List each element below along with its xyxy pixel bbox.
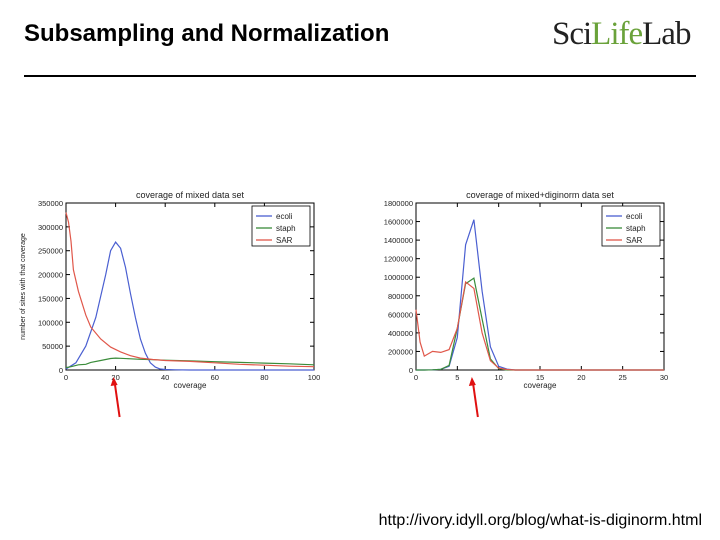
diginorm-ytick-label: 600000 <box>388 310 413 319</box>
diginorm-legend-box <box>601 205 661 247</box>
mixed-y-axis-label: number of sites with that coverage <box>20 233 27 340</box>
footer-link[interactable]: http://ivory.idyll.org/blog/what-is-digi… <box>378 512 702 529</box>
mixed-ytick-label: 350000 <box>38 199 63 208</box>
logo-part-sci: Sci <box>552 16 592 52</box>
diginorm-ytick-label: 400000 <box>388 329 413 338</box>
diginorm-xtick-label: 0 <box>414 373 418 382</box>
diginorm-xtick-label: 25 <box>618 373 626 382</box>
mixed-legend-label-sar: SAR <box>276 236 293 245</box>
mixed-x-axis-label: coverage <box>174 381 207 390</box>
logo-part-life: Life <box>591 16 643 52</box>
diginorm-series-line-sar <box>415 280 664 371</box>
chart-diginorm: coverage of mixed+diginorm data set 0 2000… <box>358 185 670 420</box>
mixed-ytick-label: 150000 <box>38 294 63 303</box>
diginorm-annotation-arrow-head <box>468 377 476 386</box>
chart-diginorm-svg: coverage of mixed+diginorm data set 0 2000… <box>384 190 668 418</box>
mixed-annotation-arrow-head <box>110 377 118 386</box>
diginorm-xtick-label: 10 <box>494 373 502 382</box>
scilifelab-logo: SciLifeLab <box>552 16 691 53</box>
slide-title: Subsampling and Normalization <box>24 20 390 47</box>
mixed-annotation-arrow-shaft <box>113 381 121 418</box>
chart-mixed: coverage of mixed data set 0 50000 100000 15… <box>18 185 322 420</box>
diginorm-xtick-label: 15 <box>536 373 544 382</box>
diginorm-ytick-label: 1400000 <box>384 236 413 245</box>
diginorm-ytick-label: 1600000 <box>384 218 413 227</box>
diginorm-ytick-label: 1000000 <box>384 273 413 282</box>
diginorm-ytick-label: 200000 <box>388 347 413 356</box>
diginorm-xtick-label: 5 <box>455 373 459 382</box>
mixed-legend-label-staph: staph <box>276 224 296 233</box>
mixed-series-line-ecoli <box>65 241 314 371</box>
logo-part-lab: Lab <box>642 16 691 52</box>
chart-mixed-svg: coverage of mixed data set 0 50000 100000 15… <box>20 190 321 418</box>
mixed-ytick-label: 0 <box>59 366 63 375</box>
mixed-xtick-label: 0 <box>64 373 68 382</box>
diginorm-ytick-label: 0 <box>409 366 413 375</box>
diginorm-ytick-label: 800000 <box>388 292 413 301</box>
mixed-xtick-label: 80 <box>260 373 268 382</box>
mixed-ytick-label: 250000 <box>38 247 63 256</box>
mixed-chart-title: coverage of mixed data set <box>136 190 245 200</box>
mixed-ytick-label: 50000 <box>42 342 63 351</box>
mixed-xtick-label: 40 <box>161 373 169 382</box>
title-divider <box>24 75 696 77</box>
diginorm-ytick-label: 1200000 <box>384 255 413 264</box>
mixed-xtick-label: 20 <box>111 373 119 382</box>
mixed-ytick-label: 300000 <box>38 223 63 232</box>
diginorm-legend-label-ecoli: ecoli <box>626 212 643 221</box>
mixed-series-line-sar <box>65 212 315 368</box>
diginorm-ytick-label: 1800000 <box>384 199 413 208</box>
mixed-legend-label-ecoli: ecoli <box>276 212 293 221</box>
diginorm-annotation-arrow-shaft <box>471 381 479 418</box>
diginorm-xtick-label: 30 <box>660 373 668 382</box>
diginorm-chart-title: coverage of mixed+diginorm data set <box>466 190 614 200</box>
mixed-xtick-label: 60 <box>211 373 219 382</box>
mixed-ytick-label: 100000 <box>38 318 63 327</box>
diginorm-series-line-staph <box>416 277 664 371</box>
diginorm-x-axis-label: coverage <box>524 381 557 390</box>
diginorm-legend-label-sar: SAR <box>626 236 643 245</box>
diginorm-xtick-label: 20 <box>577 373 585 382</box>
mixed-legend-box <box>251 205 311 247</box>
mixed-series-line-staph <box>65 357 315 369</box>
mixed-xtick-label: 100 <box>308 373 321 382</box>
mixed-ytick-label: 200000 <box>38 271 63 280</box>
diginorm-legend-label-staph: staph <box>626 224 646 233</box>
